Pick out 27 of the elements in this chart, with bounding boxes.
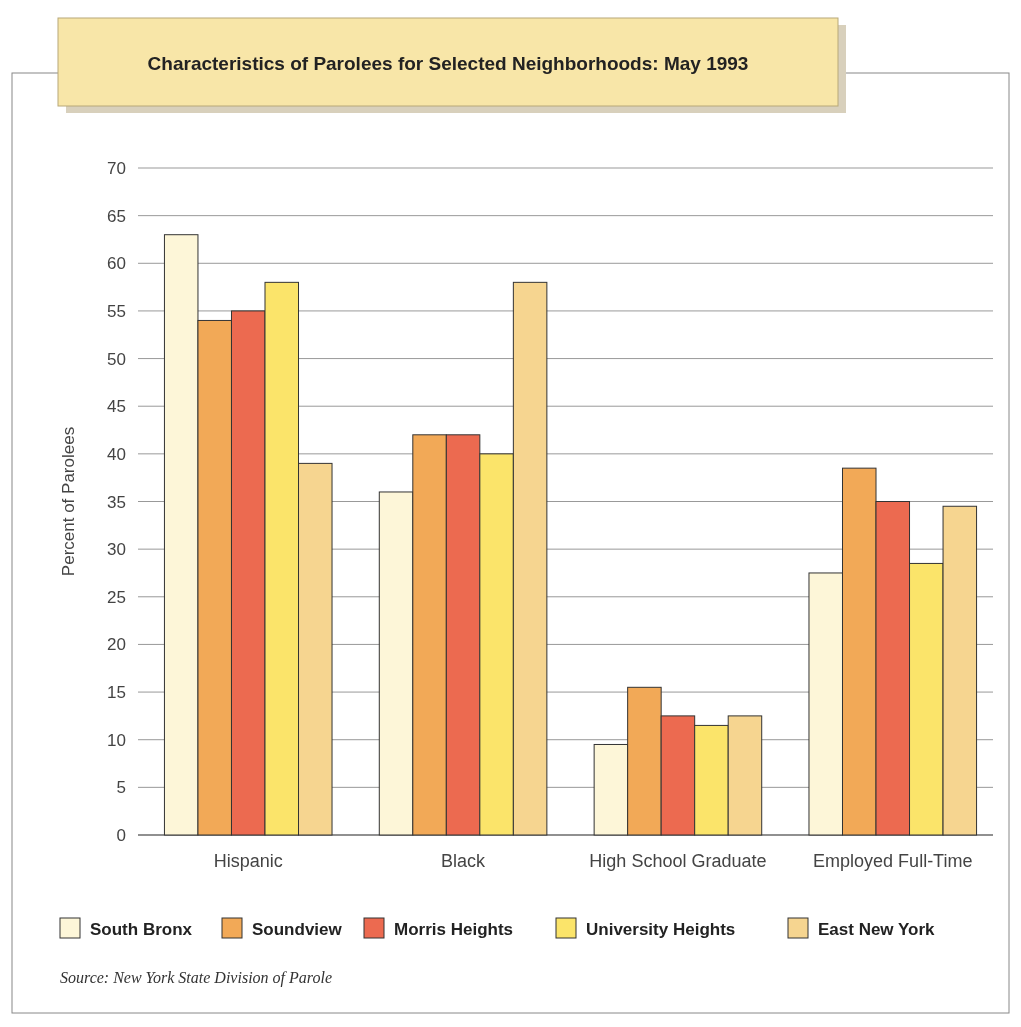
y-axis-title: Percent of Parolees <box>59 426 78 577</box>
y-tick-label: 70 <box>107 159 126 178</box>
y-tick-label: 25 <box>107 587 126 607</box>
y-tick-label: 10 <box>107 730 126 750</box>
y-tick-label: 50 <box>107 349 126 369</box>
x-tick-label: Hispanic <box>213 851 283 871</box>
x-tick-label: Black <box>441 851 487 871</box>
source-note: Source: New York State Division of Parole <box>60 969 332 987</box>
y-tick-label: 40 <box>107 444 126 464</box>
legend-label: Soundview <box>252 920 343 939</box>
x-tick-label: High School Graduate <box>589 851 767 871</box>
y-tick-label: 55 <box>107 301 126 321</box>
y-tick-label: 45 <box>107 397 126 417</box>
y-tick-label: 0 <box>116 826 126 845</box>
y-tick-label: 35 <box>107 492 126 512</box>
legend-label: South Bronx <box>90 920 193 939</box>
x-tick-label: Employed Full-Time <box>813 851 973 871</box>
y-tick-label: 5 <box>116 778 126 798</box>
y-tick-label: 15 <box>107 683 126 703</box>
y-tick-label: 60 <box>107 254 126 274</box>
y-tick-label: 20 <box>107 635 126 655</box>
legend-label: East New York <box>818 920 936 939</box>
chart-title: Characteristics of Parolees for Selected Neighborhoods: May 1993 <box>147 53 749 74</box>
legend-label: University Heights <box>586 920 736 939</box>
y-tick-label: 65 <box>107 206 126 226</box>
y-tick-label: 30 <box>107 540 126 560</box>
legend-label: Morris Heights <box>394 920 514 939</box>
